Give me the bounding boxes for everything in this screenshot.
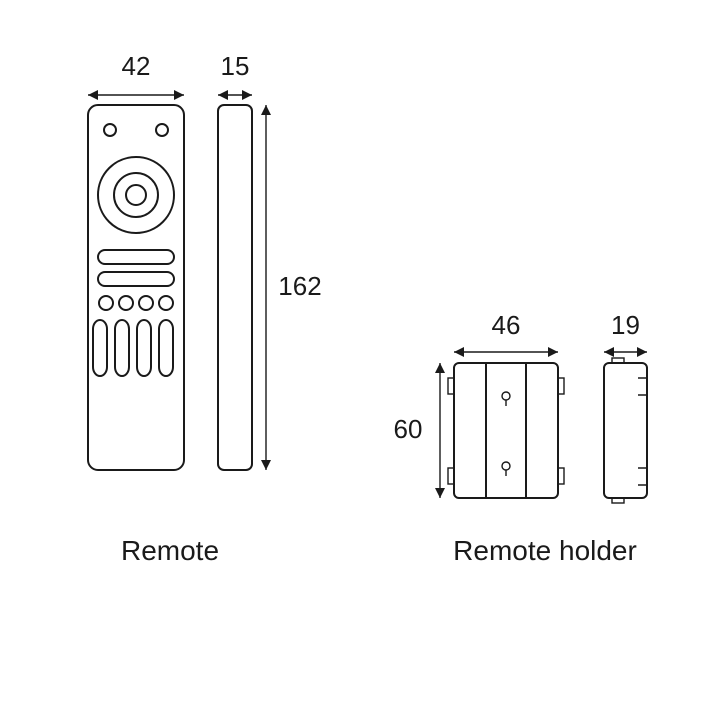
dim-holder-width: 46 — [492, 310, 521, 340]
dim-remote-depth: 15 — [221, 51, 250, 81]
dim-remote-width: 42 — [122, 51, 151, 81]
dim-remote-height: 162 — [278, 271, 321, 301]
dim-holder-depth: 19 — [611, 310, 640, 340]
diagram-canvas: 42 15 162 46 19 60 Remote Remote holder — [0, 0, 720, 720]
caption-holder: Remote holder — [453, 535, 637, 566]
dim-holder-height: 60 — [394, 414, 423, 444]
caption-remote: Remote — [121, 535, 219, 566]
